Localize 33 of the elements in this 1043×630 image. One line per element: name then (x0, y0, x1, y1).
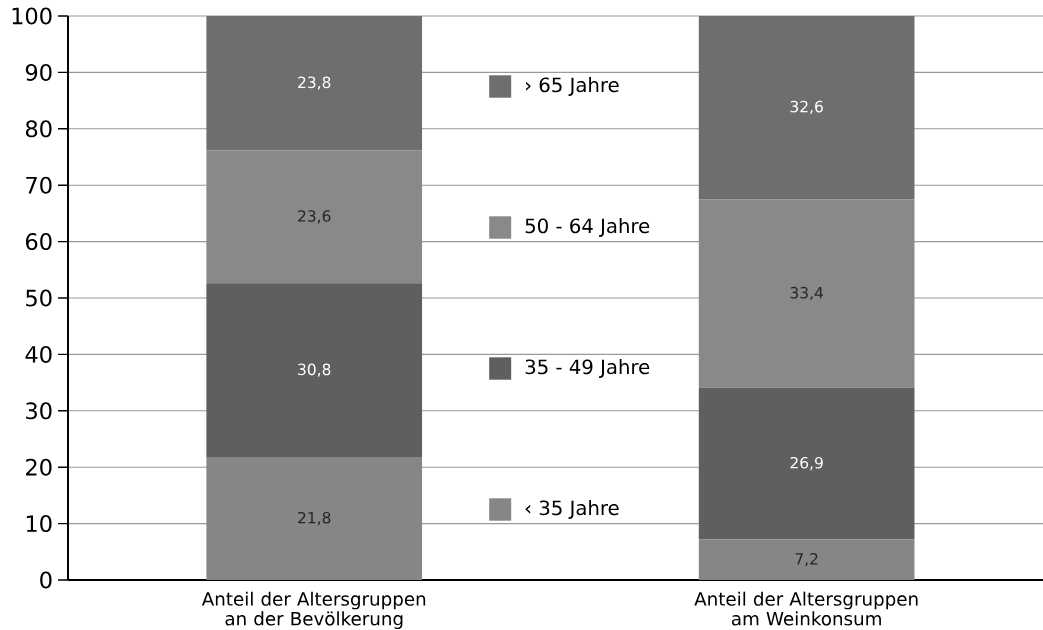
x-tick-label: Anteil der Altersgruppen an der Bevölkerung (201, 591, 426, 630)
data-label: 30,8 (298, 363, 331, 377)
y-tick-label: 20 (26, 458, 52, 476)
y-tick-label: 0 (40, 571, 52, 589)
y-tick-label: 50 (26, 289, 52, 307)
data-label: 21,8 (298, 511, 331, 526)
data-label: 32,6 (790, 100, 823, 114)
y-tick-label: 40 (25, 345, 52, 363)
data-label: 23,8 (298, 76, 331, 90)
bar (206, 457, 423, 580)
data-label: 23,6 (298, 210, 331, 224)
bar (698, 387, 915, 540)
data-label: 7,2 (795, 553, 818, 567)
legend-label: › 65 Jahre (526, 77, 619, 96)
bar (698, 16, 915, 200)
legend-label: ‹ 35 Jahre (525, 500, 619, 519)
y-tick-label: 100 (12, 7, 52, 25)
legend-label: 35 - 49 Jahre (525, 359, 650, 378)
y-tick-label: 10 (26, 515, 52, 533)
x-tick-label: Anteil der Altersgruppen am Weinkonsum (694, 591, 918, 626)
bar (206, 150, 423, 284)
y-tick-label: 80 (25, 120, 52, 138)
bar (698, 539, 915, 580)
data-label: 26,9 (790, 456, 823, 471)
data-label: 33,4 (790, 286, 823, 301)
legend-label: 50 - 64 Jahre (525, 218, 650, 237)
bar (206, 16, 423, 151)
y-tick-label: 30 (26, 402, 52, 420)
bar (698, 199, 915, 388)
y-tick-label: 60 (25, 233, 52, 251)
y-tick-label: 70 (26, 176, 52, 194)
y-tick-label: 90 (25, 63, 52, 81)
bar (206, 283, 423, 458)
